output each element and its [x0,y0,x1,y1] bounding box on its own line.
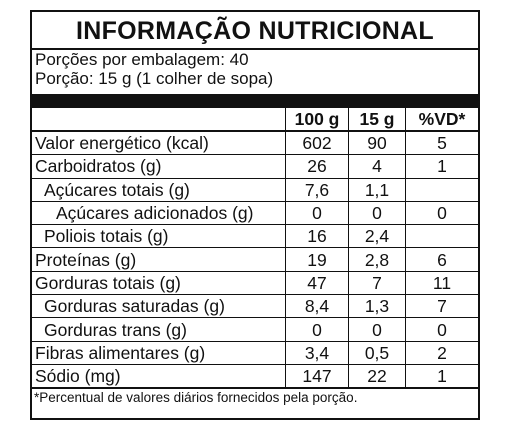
nutrient-value [405,224,478,249]
nutrient-value: 1 [405,363,478,389]
nutrient-name: Fibras alimentares (g) [32,340,286,365]
nutrient-name: Valor energético (kcal) [32,130,286,156]
nutrient-value: 0 [348,317,406,342]
nutrient-name: Açúcares adicionados (g) [32,200,286,226]
footnote: *Percentual de valores diários fornecido… [32,388,478,406]
nutrient-row: Carboidratos (g) 26 4 1 [32,154,478,179]
nutrient-row: Proteínas (g) 19 2,8 6 [32,247,478,272]
nutrient-value: 19 [285,247,349,272]
nutrient-name: Sódio (mg) [32,363,286,389]
nutrient-value: 90 [348,130,406,156]
title: INFORMAÇÃO NUTRICIONAL [32,12,478,50]
nutrient-value: 2,4 [348,224,406,249]
nutrient-row: Açúcares totais (g) 7,6 1,1 [32,177,478,202]
nutrient-value: 1,3 [348,294,406,319]
nutrient-name: Açúcares totais (g) [32,177,286,202]
nutrient-value: 7 [348,270,406,296]
nutrient-row: Fibras alimentares (g) 3,4 0,5 2 [32,340,478,365]
nutrient-value: 0 [348,200,406,226]
column-header: 15 g [348,108,406,132]
nutrient-value: 3,4 [285,340,349,365]
nutrient-value: 6 [405,247,478,272]
nutrient-value: 8,4 [285,294,349,319]
nutrient-value: 0 [405,200,478,226]
nutrient-name: Proteínas (g) [32,247,286,272]
nutrient-name: Carboidratos (g) [32,154,286,179]
nutrient-value: 0,5 [348,340,406,365]
header-empty [32,108,286,132]
nutrient-name: Poliois totais (g) [32,224,286,249]
divider-bar [32,94,478,108]
nutrient-value: 7 [405,294,478,319]
nutrient-row: Gorduras saturadas (g) 8,4 1,3 7 [32,294,478,319]
nutrient-value: 1 [405,154,478,179]
nutrient-value: 4 [348,154,406,179]
header-row: 100 g 15 g %VD* [32,108,478,132]
nutrient-name: Gorduras totais (g) [32,270,286,296]
nutrient-value: 1,1 [348,177,406,202]
serving-size: Porção: 15 g (1 colher de sopa) [35,69,274,88]
nutrient-value: 47 [285,270,349,296]
nutrient-value: 7,6 [285,177,349,202]
nutrient-row: Sódio (mg) 147 22 1 [32,363,478,389]
table-body: 100 g 15 g %VD* Valor energético (kcal) 6… [32,108,478,389]
nutrient-value: 22 [348,363,406,389]
nutrient-value: 602 [285,130,349,156]
column-header: 100 g [285,108,349,132]
nutrient-row: Gorduras trans (g) 0 0 0 [32,317,478,342]
nutrient-value: 0 [285,317,349,342]
nutrient-row: Poliois totais (g) 16 2,4 [32,224,478,249]
servings-per-package: Porções por embalagem: 40 [35,50,249,69]
nutrient-value [405,177,478,202]
column-header: %VD* [405,108,478,132]
nutrition-table: 100 g 15 g %VD* Valor energético (kcal) 6… [32,108,478,389]
nutrient-value: 2,8 [348,247,406,272]
nutrient-value: 2 [405,340,478,365]
nutrient-value: 5 [405,130,478,156]
nutrient-value: 0 [285,200,349,226]
nutrient-value: 11 [405,270,478,296]
nutrient-value: 26 [285,154,349,179]
nutrition-label: INFORMAÇÃO NUTRICIONAL Porções por embal… [30,10,480,420]
nutrient-name: Gorduras saturadas (g) [32,294,286,319]
nutrient-value: 0 [405,317,478,342]
nutrient-row: Valor energético (kcal) 602 90 5 [32,130,478,156]
nutrient-row: Gorduras totais (g) 47 7 11 [32,270,478,296]
nutrient-row: Açúcares adicionados (g) 0 0 0 [32,200,478,226]
nutrient-value: 147 [285,363,349,389]
nutrient-value: 16 [285,224,349,249]
nutrient-name: Gorduras trans (g) [32,317,286,342]
